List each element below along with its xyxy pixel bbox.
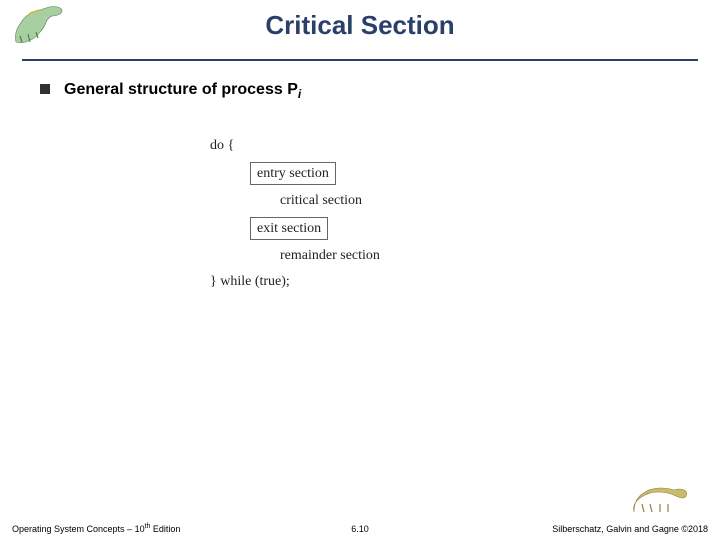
code-line-do: do { <box>210 136 380 156</box>
slide-footer: Operating System Concepts – 10th Edition… <box>0 516 720 534</box>
entry-section-box: entry section <box>250 162 336 186</box>
exit-section-box: exit section <box>250 217 328 241</box>
bullet-item: General structure of process Pi <box>40 80 680 101</box>
square-bullet-icon <box>40 84 50 94</box>
title-underline <box>22 48 698 50</box>
footer-copyright: Silberschatz, Galvin and Gagne ©2018 <box>552 524 708 534</box>
critical-section-text: critical section <box>210 191 380 211</box>
dinosaur-bottom-icon <box>630 482 690 518</box>
slide-title: Critical Section <box>0 10 720 41</box>
code-structure: do { entry section critical section exit… <box>210 130 380 298</box>
bullet-text: General structure of process Pi <box>64 81 301 101</box>
remainder-section-text: remainder section <box>210 246 380 266</box>
code-line-while: } while (true); <box>210 272 380 292</box>
